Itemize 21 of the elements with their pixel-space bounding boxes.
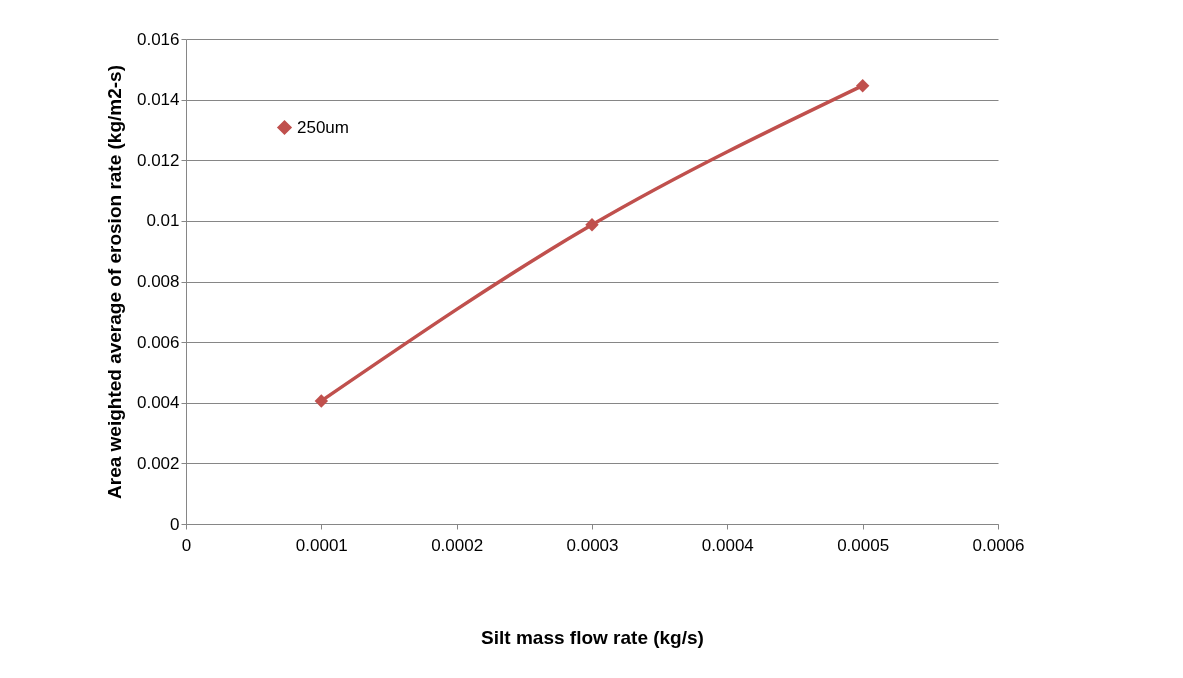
x-tick-label: 0.0005 [837, 535, 890, 555]
x-axis-title: Silt mass flow rate (kg/s) [481, 626, 704, 648]
point [314, 394, 329, 408]
point [585, 218, 599, 232]
x-tick-label: 0.0002 [431, 535, 484, 555]
y-tick-label: 0.016 [136, 29, 180, 49]
x-tick-label: 0.0003 [566, 535, 619, 555]
legend-label: 250um [297, 117, 349, 137]
y-tick-label: 0.008 [136, 272, 180, 291]
y-axis-title: Area weighted average of erosion rate (kg/m2-s) [103, 65, 125, 499]
y-tick-label: 0.004 [136, 393, 180, 413]
y-tick-label: 0.01 [146, 211, 180, 231]
x-tick-label: 0.0001 [295, 535, 348, 555]
y-tick-label: 0.014 [136, 90, 180, 110]
y-tick-label: 0.006 [136, 332, 180, 352]
y-tick-label: 0.002 [136, 453, 180, 473]
x-tick-label: 0.0006 [972, 535, 1025, 555]
x-tick-label: 0.0004 [701, 535, 754, 555]
point [855, 78, 870, 93]
y-tick-label: 0.012 [136, 150, 180, 170]
y-tick-label: 0 [170, 514, 180, 534]
